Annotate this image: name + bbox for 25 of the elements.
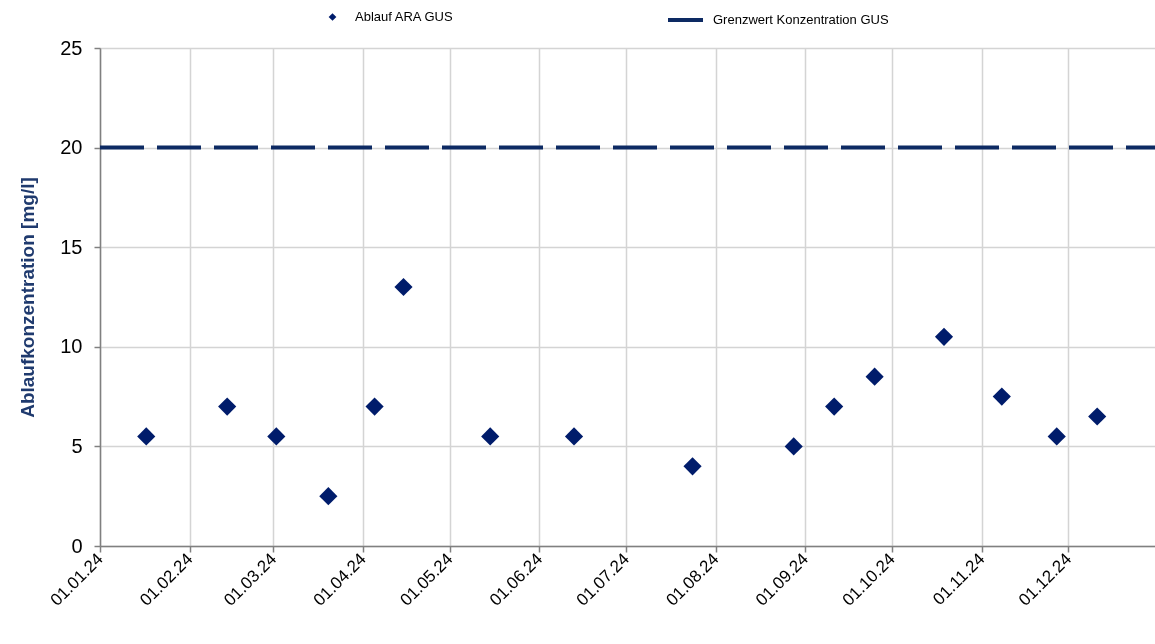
y-tick-label: 25 bbox=[60, 36, 83, 59]
point bbox=[1088, 407, 1107, 426]
point bbox=[1047, 427, 1066, 446]
point bbox=[365, 397, 384, 416]
point bbox=[934, 327, 954, 346]
y-tick-label: 20 bbox=[60, 136, 83, 159]
y-tick-label: 0 bbox=[71, 534, 83, 557]
y-tick-label: 10 bbox=[60, 335, 83, 358]
point bbox=[481, 427, 500, 446]
legend-label: Ablauf ARA GUS bbox=[355, 9, 453, 24]
point bbox=[394, 277, 413, 297]
point bbox=[267, 427, 286, 446]
y-axis-title: Ablaufkonzentration [mg/l] bbox=[17, 177, 39, 418]
y-tick-label: 5 bbox=[71, 434, 83, 457]
y-tick-label: 15 bbox=[60, 235, 83, 258]
point bbox=[564, 427, 584, 446]
point bbox=[137, 427, 156, 446]
point bbox=[992, 387, 1011, 406]
point bbox=[784, 437, 803, 456]
legend-label: Grenzwert Konzentration GUS bbox=[713, 12, 889, 27]
point bbox=[865, 367, 884, 386]
point bbox=[319, 487, 338, 506]
point bbox=[825, 397, 844, 416]
point bbox=[683, 457, 702, 476]
point bbox=[218, 397, 237, 416]
